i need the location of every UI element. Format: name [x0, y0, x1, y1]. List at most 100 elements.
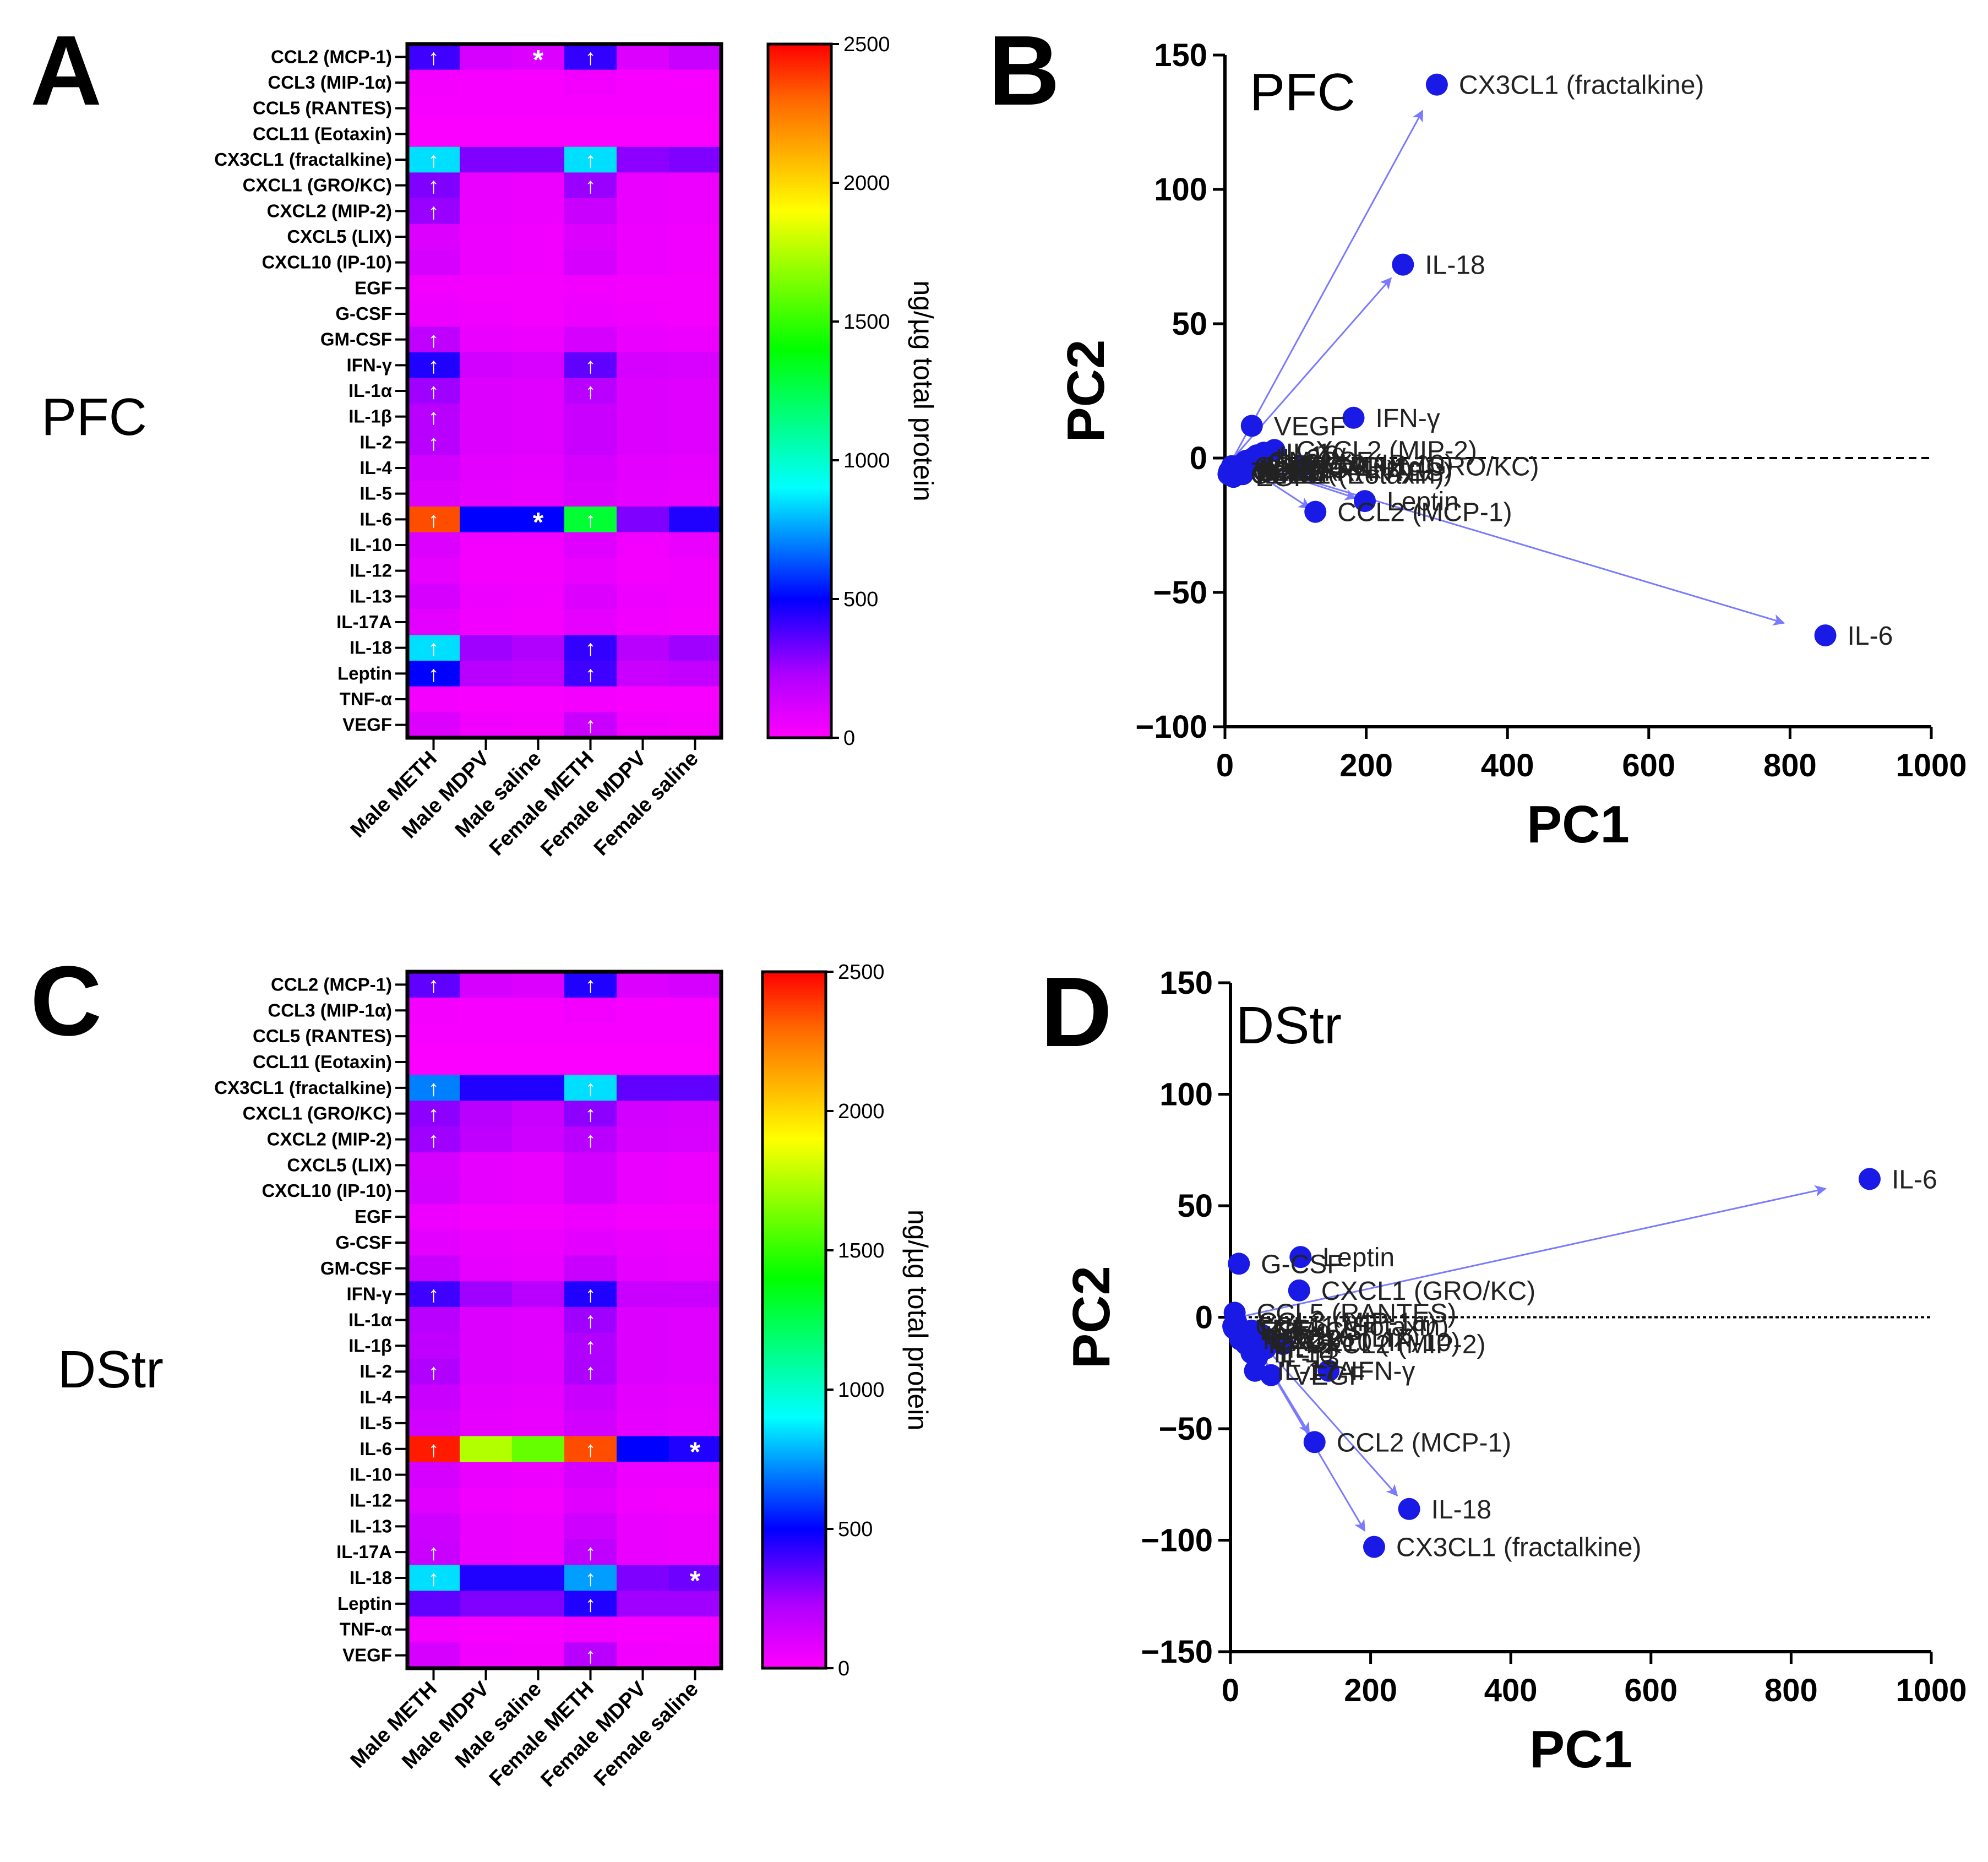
heatmap-cell-il-13-male-mdpv — [460, 584, 513, 610]
annotation-up-arrow: ↑ — [585, 1102, 596, 1126]
heatmap-cell-il-4-male-saline — [512, 455, 565, 481]
heatmap-cell-g-csf-female-meth — [564, 301, 617, 327]
annotation-up-arrow: ↑ — [585, 1309, 596, 1333]
point-g-csf — [1228, 1253, 1250, 1275]
annotation-up-arrow: ↑ — [428, 353, 439, 378]
point-label-cxcl10-ip-10: CXCL10 (IP-10) — [1272, 1328, 1460, 1357]
heatmap-cell-tnf-male-mdpv — [460, 686, 513, 712]
point-label-ccl2-mcp-1: CCL2 (MCP-1) — [1337, 1428, 1511, 1457]
y-tick-label: 50 — [1177, 1188, 1213, 1224]
annotation-up-arrow: ↑ — [585, 714, 596, 738]
heatmap-cell-il-12-male-mdpv — [460, 558, 513, 584]
row-label-il-12: IL-12 — [350, 560, 392, 581]
heatmap-cell-il-13-female-meth — [564, 584, 617, 610]
point-label-il-2: IL-2 — [1288, 1335, 1333, 1364]
x-tick-label: 200 — [1344, 1673, 1397, 1708]
heatmap-cell-il-2-male-mdpv — [460, 429, 513, 456]
point-label-egf: EGF — [1255, 463, 1310, 492]
point-label-il-1: IL-1β — [1281, 1326, 1341, 1355]
y-tick-label: −50 — [1153, 575, 1207, 611]
heatmap-cell-il-4-female-meth — [564, 455, 617, 481]
heatmap-cell-il-10-female-meth — [564, 1462, 617, 1488]
heatmap-cell-ifn-male-saline — [512, 352, 565, 379]
heatmap-cell-cx3cl1-fractalkine-male-meth — [407, 1075, 460, 1101]
heatmap-cell-cxcl10-ip-10-female-meth — [564, 1178, 617, 1205]
heatmap-cell-il-4-male-mdpv — [460, 455, 513, 481]
point-cxcl2-mip-2 — [1272, 1333, 1294, 1355]
annotation-up-arrow: ↑ — [428, 379, 439, 404]
x-tick-label: 200 — [1339, 748, 1393, 783]
heatmap-cell-il-2-female-mdpv — [617, 429, 669, 456]
point-label-ccl2-mcp-1: CCL2 (MCP-1) — [1337, 498, 1512, 527]
heatmap-cell-vegf-female-saline — [669, 1642, 722, 1669]
panel-b-pca: −100 −50 0 50 100 150 0 200 400 600 800 1000 PC1 PC2 P… — [1056, 37, 1967, 854]
heatmap-cell-il-2-female-saline — [669, 1358, 722, 1385]
annotation-up-arrow: ↑ — [428, 973, 439, 997]
heatmap-cell-tnf-female-meth — [564, 686, 617, 712]
heatmap-cell-ifn-male-meth — [407, 1281, 460, 1308]
heatmap-cell-cxcl1-gro-kc-male-mdpv — [460, 1101, 513, 1127]
heatmap-cell-il-13-female-saline — [669, 1513, 722, 1540]
heatmap-cell-vegf-female-mdpv — [617, 712, 669, 738]
heatmap-cell-il-5-male-saline — [512, 1410, 565, 1436]
heatmap-cell-il-1-male-meth — [407, 1332, 460, 1359]
annotation-up-arrow: ↑ — [585, 1438, 596, 1462]
heatmap-cell-ccl5-rantes-male-saline — [512, 95, 565, 122]
panel-letter-b: B — [988, 15, 1060, 126]
point-ifn — [1317, 1359, 1340, 1382]
heatmap-cell-ccl11-eotaxin-male-mdpv — [460, 121, 513, 148]
row-label-ifn: IFN-γ — [347, 1284, 393, 1304]
heatmap-cell-il-5-male-mdpv — [460, 1410, 513, 1436]
heatmap-cell-ccl3-mip-1-female-mdpv — [617, 69, 669, 96]
heatmap-cell-il-6-female-saline — [669, 507, 722, 533]
heatmap-cell-il-18-male-mdpv — [460, 1565, 513, 1592]
annotation-up-arrow: ↑ — [428, 1102, 439, 1126]
annotation-up-arrow: ↑ — [428, 662, 439, 686]
heatmap-cell-ccl2-mcp-1-male-mdpv — [460, 44, 513, 70]
row-label-cxcl1-gro-kc: CXCL1 (GRO/KC) — [243, 175, 392, 195]
heatmap-cell-ccl5-rantes-male-saline — [512, 1023, 565, 1050]
heatmap-cell-il-10-female-mdpv — [617, 532, 669, 558]
heatmap-cell-cxcl5-lix-female-meth — [564, 224, 617, 250]
heatmap-cell-g-csf-male-saline — [512, 301, 565, 327]
point-label-cxcl1-gro-kc: CXCL1 (GRO/KC) — [1325, 453, 1539, 482]
x-axis-label: PC1 — [1529, 1720, 1632, 1779]
annotation-up-arrow: ↑ — [585, 636, 596, 661]
heatmap-cell-il-4-female-mdpv — [617, 1384, 669, 1411]
point-label-il-2: IL-2 — [1275, 444, 1321, 473]
point-vegf — [1240, 415, 1263, 437]
row-label-cxcl10-ip-10: CXCL10 (IP-10) — [262, 1180, 392, 1201]
heatmap-cell-leptin-female-meth — [564, 1591, 617, 1617]
colorbar-tick-label: 500 — [843, 588, 878, 611]
heatmap-cell-il-17a-female-saline — [669, 1539, 722, 1566]
heatmap-cell-cxcl10-ip-10-male-meth — [407, 249, 460, 276]
heatmap-cell-ccl3-mip-1-male-meth — [407, 69, 460, 96]
heatmap-cell-il-17a-female-mdpv — [617, 609, 669, 635]
point-label-il-12: IL-12 — [1262, 1326, 1322, 1355]
heatmap-cell-cxcl10-ip-10-male-mdpv — [460, 1178, 513, 1205]
point-label-ccl5-rantes: CCL5 (RANTES) — [1257, 1299, 1457, 1328]
heatmap-cell-ifn-male-mdpv — [460, 352, 513, 379]
heatmap-cell-il-18-female-saline — [669, 635, 722, 661]
heatmap-cell-il-1-male-saline — [512, 1332, 565, 1359]
heatmap-cell-vegf-male-saline — [512, 1642, 565, 1669]
row-label-cxcl5-lix: CXCL5 (LIX) — [287, 226, 392, 247]
heatmap-cell-il-1-female-saline — [669, 404, 722, 430]
annotation-up-arrow: ↑ — [585, 508, 596, 532]
heatmap-cell-il-10-female-meth — [564, 532, 617, 558]
heatmap-cell-leptin-female-saline — [669, 1591, 722, 1617]
annotation-up-arrow: ↑ — [428, 405, 439, 429]
heatmap-cell-il-2-female-meth — [564, 1358, 617, 1385]
row-label-gm-csf: GM-CSF — [320, 1258, 392, 1278]
point-il-6 — [1814, 624, 1837, 647]
heatmap-cell-cx3cl1-fractalkine-male-mdpv — [460, 1075, 513, 1101]
panel-letter-d: D — [1041, 957, 1112, 1068]
heatmap-cell-il-13-female-meth — [564, 1513, 617, 1540]
heatmap-cell-leptin-male-saline — [512, 1591, 565, 1617]
heatmap-cell-ccl11-eotaxin-female-meth — [564, 121, 617, 148]
heatmap-cell-leptin-male-mdpv — [460, 1591, 513, 1617]
heatmap-cell-tnf-female-mdpv — [617, 686, 669, 712]
point-label-gm-csf: GM-CSF — [1268, 447, 1372, 476]
row-label-il-18: IL-18 — [350, 1567, 392, 1588]
heatmap-cell-il-17a-male-saline — [512, 1539, 565, 1566]
